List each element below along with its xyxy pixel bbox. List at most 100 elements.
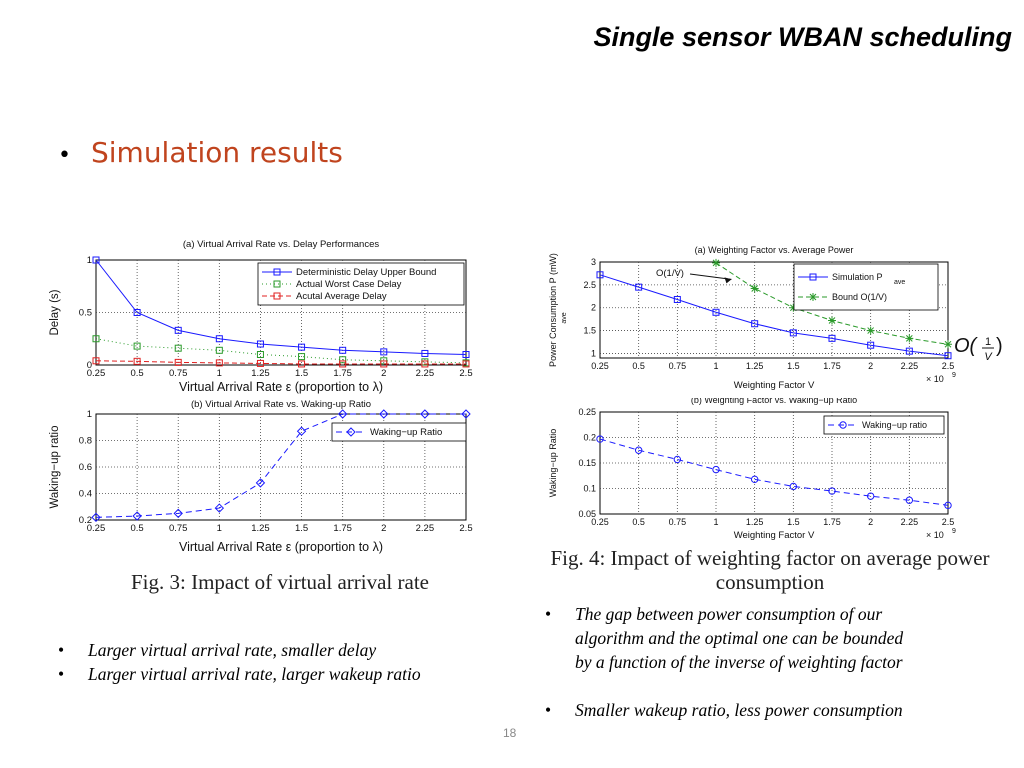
fig3a-data-point [256,351,264,358]
slide-title: Single sensor WBAN scheduling [593,22,1012,52]
note-bullet: • [545,700,552,720]
section-bullet: • Simulation results [58,136,343,169]
fig4a-data-point [596,271,604,279]
fig4a-y-tick-label: 2.5 [583,280,596,290]
fig3a-y-tick-label: 0.5 [79,308,92,319]
fig4b-x-tick-label: 1.5 [787,517,800,527]
fig3a-data-point [339,356,347,364]
fig4b-svg: (b) Weighting Factor vs. Waking−up Ratio… [548,395,956,541]
fig4a-x-tick-label: 2 [868,361,873,371]
fig3a-data-point [421,360,429,368]
fig4a-data-point [712,258,720,267]
fig4a-formula-O: O( [954,335,979,357]
fig3b-y-tick-label: 0.6 [79,462,92,473]
note-bullet: • [58,640,65,660]
fig3a-data-point [380,348,388,356]
fig3b-x-tick-label: 2.5 [459,523,472,534]
fig4b-y-tick-label: 0.1 [583,484,596,494]
fig3a-series-line-0 [95,259,467,355]
fig3a-x-tick-label: 1.25 [251,368,270,379]
fig4b-exponent-power: 9 [952,528,956,535]
fig4a-x-tick-label: 0.25 [591,361,609,371]
fig3a-data-point [174,358,182,366]
fig4b-y-tick-label: 0.25 [578,407,596,417]
fig4a-data-point [712,308,720,316]
fig4a-formula-numerator: 1 [985,336,991,348]
bullet-dot: • [58,143,71,168]
fig3a-x-axis-label: Virtual Arrival Rate ε (proportion to λ) [179,380,383,394]
fig3b-data-point [91,512,101,523]
notes-spacer [545,674,903,698]
fig4b-data-point [866,492,875,500]
fig3b-data-point [461,409,471,419]
fig3a-svg: (a) Virtual Arrival Rate vs. Delay Perfo… [49,239,473,394]
fig3a-data-point [133,342,141,350]
fig3b-legend-marker [346,427,356,437]
fig4a-data-point [828,316,836,325]
fig4b-x-tick-label: 1.75 [823,517,841,527]
fig4a-x-tick-label: 0.5 [632,361,645,371]
fig4b-x-tick-label: 2.5 [942,517,955,527]
fig4a-x-tick-label: 1.75 [823,361,841,371]
fig3a-x-tick-label: 2.5 [459,368,472,379]
fig4b-x-tick-label: 1.25 [746,517,764,527]
fig3b-x-tick-label: 2 [381,523,386,534]
fig4a-annotation-arrowhead [724,277,732,284]
note-bullet: • [58,664,65,684]
fig3b-data-point [173,508,183,519]
fig4a-y-tick-label: 1.5 [583,326,596,336]
fig4a-legend-label: Simulation P [832,272,883,282]
fig4-caption-line2: consumption [715,570,825,594]
note-bullet: • [545,604,552,624]
fig3a-legend-label: Actual Worst Case Delay [296,279,402,290]
fig4b-data-point [905,496,914,504]
section-bullet-text: Simulation results [90,136,343,169]
fig4b-x-tick-label: 0.5 [632,517,645,527]
fig4a-x-tick-label: 1.25 [746,361,764,371]
fig4a-svg: (a) Weighting Factor vs. Average Power 0.… [548,245,1003,391]
fig3a-x-tick-label: 1.75 [333,368,352,379]
fig3a-data-point [174,326,182,334]
fig4a-x-tick-label: 1.5 [787,361,800,371]
fig4a-title: (a) Weighting Factor vs. Average Power [695,245,854,255]
fig3-note-text: Larger virtual arrival rate, larger wake… [88,664,421,684]
fig4a-legend-marker [809,273,817,281]
fig3a-x-tick-label: 0.5 [131,368,144,379]
fig3b-x-tick-label: 0.75 [169,523,188,534]
fig3a-data-point [215,359,223,367]
fig3a-data-point [133,309,141,316]
fig3b-legend-label: Waking−up Ratio [370,427,442,438]
fig3a-data-point [298,360,306,368]
fig3a-y-tick-label: 1 [87,255,92,266]
fig3a-data-point [380,360,388,368]
fig4b-exponent-label: × 10 [926,530,944,540]
fig4b-data-point [634,446,643,454]
fig4a-formula-denominator: V [984,351,993,363]
fig3b-y-axis-label: Waking−up ratio [49,426,61,509]
fig3-notes: • Larger virtual arrival rate, smaller de… [58,638,421,686]
fig4a-legend-label-sub: ave [894,279,905,286]
fig3a-legend-label: Acutal Average Delay [296,291,387,302]
fig3a-chart: (a) Virtual Arrival Rate vs. Delay Perfo… [40,228,480,405]
fig3b-y-tick-label: 0.8 [79,436,92,447]
fig4b-x-tick-label: 0.75 [669,517,687,527]
fig3b-y-tick-label: 1 [87,409,92,420]
fig3a-data-point [421,349,429,357]
fig4a-exponent-label: × 10 [926,374,944,384]
fig4a-data-point [635,283,643,291]
fig3a-x-tick-label: 2.25 [416,368,435,379]
fig4b-x-tick-label: 2.25 [901,517,919,527]
fig3a-data-point [462,360,470,368]
fig3a-data-point [215,346,223,354]
fig4b-data-point [789,482,798,491]
fig3a-x-tick-label: 0.25 [87,368,106,379]
fig4b-legend-box [823,415,945,435]
fig4a-data-point [789,329,797,337]
fig3a-x-tick-label: 1 [217,368,222,379]
fig3a-data-point [133,357,141,365]
fig3a-legend-marker [273,268,281,276]
fig3a-data-point [256,340,264,348]
fig4a-data-point [828,334,836,342]
fig4a-formula-close: ) [996,335,1003,357]
fig4b-data-point [944,501,952,510]
